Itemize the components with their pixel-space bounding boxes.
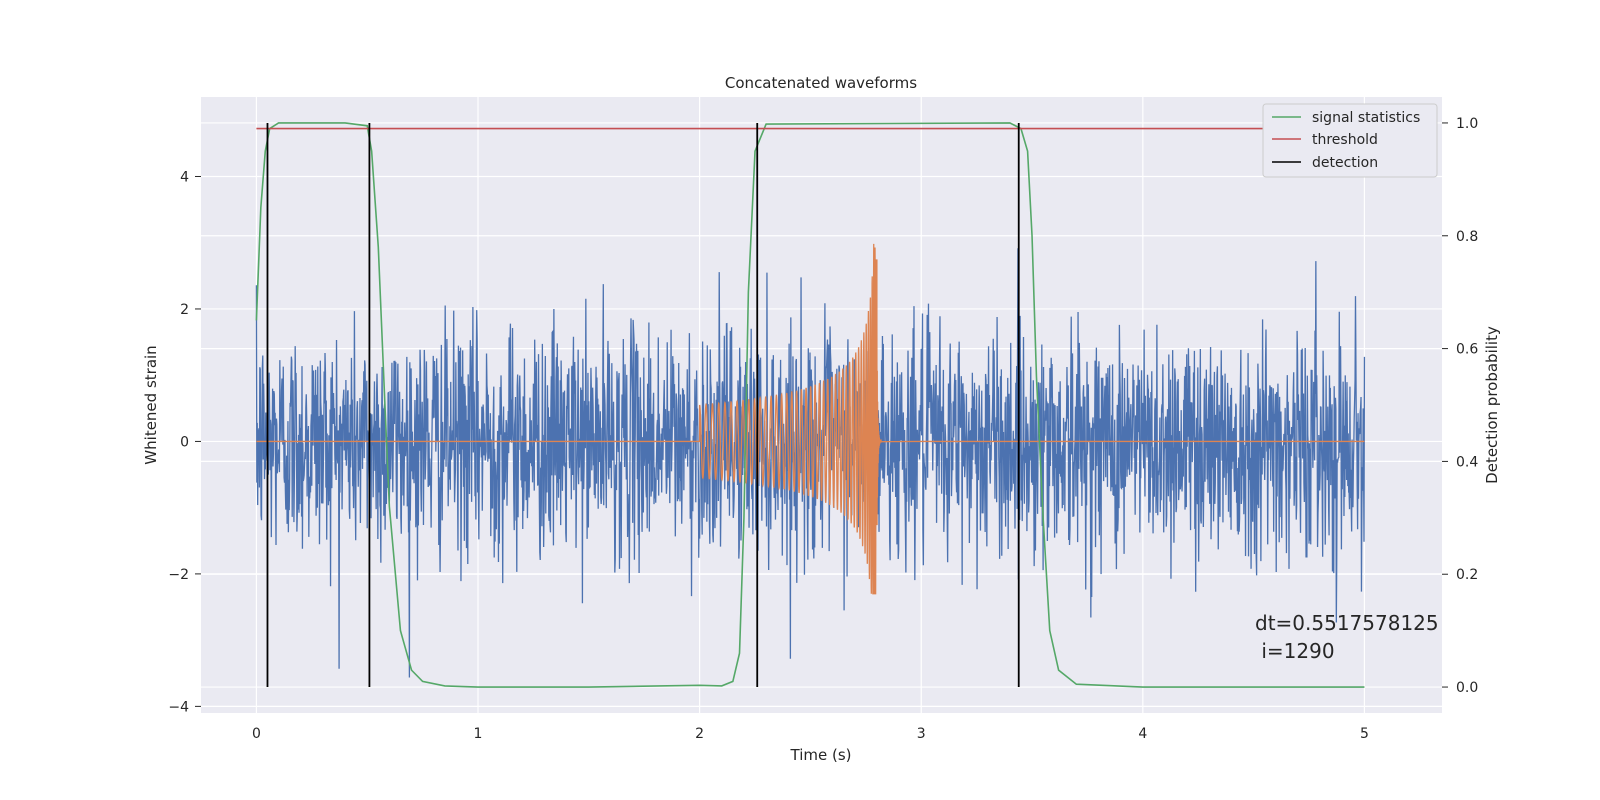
y-tick-label-left: −4: [168, 699, 189, 715]
y-tick-label-right: 0.8: [1456, 229, 1478, 245]
legend-label-detection: detection: [1312, 155, 1378, 171]
y-axis-label-right: Detection probability: [1483, 326, 1501, 484]
x-tick-label: 4: [1138, 726, 1147, 742]
y-tick-label-right: 0.4: [1456, 454, 1478, 470]
series-line-signal-statistics: [255, 122, 1365, 688]
legend: signal statistics threshold detection: [1262, 103, 1438, 178]
y-tick-label-right: 0.0: [1456, 680, 1478, 696]
legend-label-signal-statistics: signal statistics: [1312, 110, 1420, 126]
annotation: dt=0.5517578125 i=1290: [1255, 611, 1439, 663]
annotation-dt: dt=0.5517578125: [1255, 611, 1439, 635]
x-tick-label: 1: [474, 726, 483, 742]
x-axis: 0 1 2 3 4 5: [252, 726, 1369, 742]
y-tick-label-left: −2: [168, 567, 189, 583]
chart-title: Concatenated waveforms: [725, 74, 917, 92]
x-axis-label: Time (s): [790, 746, 852, 764]
y-tick-label-left: 4: [180, 169, 189, 185]
y-axis-label-left: Whitened strain: [142, 345, 160, 464]
series-layer: [255, 122, 1366, 688]
x-tick-label: 0: [252, 726, 261, 742]
left-axis: −4 −2 0 2 4: [168, 169, 201, 715]
y-tick-label-left: 0: [180, 434, 189, 450]
legend-box: [1262, 103, 1438, 178]
x-tick-label: 5: [1360, 726, 1369, 742]
right-axis: 0.0 0.2 0.4 0.6 0.8 1.0: [1442, 116, 1478, 696]
series-line-noise: [255, 248, 1366, 678]
x-tick-label: 3: [917, 726, 926, 742]
y-tick-label-right: 0.6: [1456, 342, 1478, 358]
legend-label-threshold: threshold: [1312, 132, 1378, 148]
y-tick-label-left: 2: [180, 302, 189, 318]
x-tick-label: 2: [695, 726, 704, 742]
series-line-waveform: [256, 243, 1365, 595]
y-tick-label-right: 1.0: [1456, 116, 1478, 132]
annotation-i: i=1290: [1255, 639, 1335, 663]
y-tick-label-right: 0.2: [1456, 567, 1478, 583]
